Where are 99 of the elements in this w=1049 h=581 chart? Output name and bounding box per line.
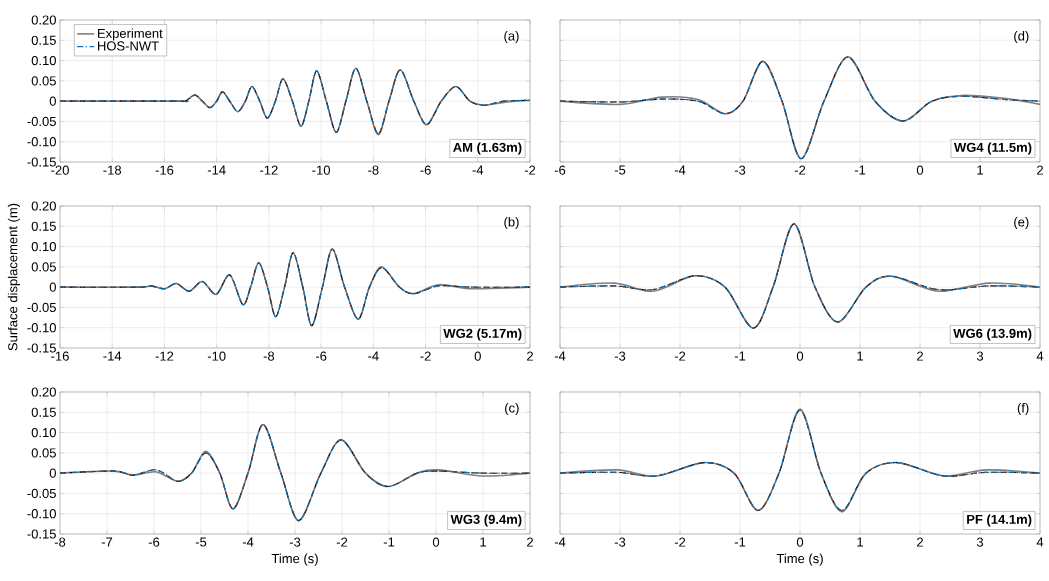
annotation: AM (1.63m) <box>453 142 522 155</box>
legend-label: Experiment <box>98 28 163 41</box>
legend-label: HOS-NWT <box>98 41 159 51</box>
y-tick-label: 0.15 <box>31 35 56 45</box>
y-tick-label: 0.20 <box>31 201 56 211</box>
x-tick-label: -4 <box>554 351 566 361</box>
x-tick-label: -1 <box>383 537 395 547</box>
x-tick-label: -12 <box>155 351 174 361</box>
y-tick-label: 0.10 <box>31 427 56 438</box>
annotation: PF (14.1m) <box>967 514 1032 527</box>
y-tick-label: 0.20 <box>31 387 56 397</box>
y-tick-label: 0 <box>49 96 56 106</box>
x-tick-label: 2 <box>917 537 923 547</box>
x-tick-label: -6 <box>420 165 431 175</box>
annotation: (e) <box>1014 216 1029 230</box>
annotation: WG2 (5.17m) <box>443 328 522 341</box>
y-tick-label: 0.05 <box>31 76 56 86</box>
x-tick-label: 1 <box>480 537 486 547</box>
y-tick-label: -0.15 <box>27 529 56 539</box>
x-tick-label: -14 <box>103 351 122 361</box>
y-tick-label: 0.10 <box>31 241 56 252</box>
y-tick-label: 0 <box>49 468 56 478</box>
x-tick-label: -4 <box>368 351 379 361</box>
x-tick-label: -6 <box>315 351 327 361</box>
annotation: WG6 (13.9m) <box>953 328 1032 341</box>
x-axis-title: Time (s) <box>776 553 823 566</box>
x-tick-label: -1 <box>854 165 866 175</box>
annotation: (c) <box>505 402 519 416</box>
x-tick-label: -14 <box>207 165 226 175</box>
x-tick-label: -4 <box>554 537 566 547</box>
y-tick-label: -0.10 <box>27 509 56 519</box>
x-tick-label: -16 <box>155 165 174 175</box>
x-tick-label: -2 <box>674 351 686 361</box>
x-tick-label: -5 <box>195 537 207 547</box>
annotation: WG4 (11.5m) <box>954 142 1032 155</box>
annotation: (b) <box>504 216 519 230</box>
y-tick-label: 0.05 <box>31 262 56 272</box>
x-tick-label: 0 <box>796 537 804 547</box>
y-tick-label: 0.20 <box>31 15 56 25</box>
x-tick-label: -4 <box>472 165 484 175</box>
x-axis-title: Time (s) <box>271 553 318 566</box>
x-tick-label: 0 <box>432 537 440 547</box>
x-tick-label: -2 <box>420 351 431 361</box>
x-tick-label: 4 <box>1036 351 1044 361</box>
x-tick-label: 1 <box>857 537 863 547</box>
annotation: (d) <box>1014 30 1029 44</box>
x-tick-label: 2 <box>917 351 923 361</box>
annotation: (a) <box>504 30 519 44</box>
y-tick-label: 0 <box>49 282 56 292</box>
x-tick-label: -20 <box>51 165 69 175</box>
x-tick-label: 0 <box>916 165 924 175</box>
x-tick-label: -2 <box>674 537 686 547</box>
x-tick-label: 3 <box>976 351 984 361</box>
x-tick-label: -18 <box>103 165 122 175</box>
x-tick-label: -3 <box>614 537 626 547</box>
y-tick-label: 0.10 <box>31 55 56 66</box>
x-tick-label: -3 <box>614 351 626 361</box>
y-tick-label: -0.10 <box>27 137 56 147</box>
x-tick-label: 2 <box>527 351 533 361</box>
x-tick-label: -8 <box>368 165 379 175</box>
y-tick-label: 0.05 <box>31 448 56 458</box>
x-tick-label: -16 <box>51 351 69 361</box>
y-axis-title: Surface displacement (m) <box>7 203 20 351</box>
x-tick-label: -3 <box>734 165 746 175</box>
x-tick-label: -4 <box>242 537 254 547</box>
x-tick-label: 2 <box>527 537 533 547</box>
x-tick-label: -8 <box>54 537 66 547</box>
y-tick-label: -0.15 <box>27 343 56 353</box>
x-tick-label: -1 <box>734 351 746 361</box>
y-tick-label: 0.15 <box>31 407 56 417</box>
x-tick-label: 4 <box>1036 537 1044 547</box>
x-tick-label: -7 <box>101 537 113 547</box>
x-tick-label: -8 <box>263 351 275 361</box>
x-tick-label: -3 <box>289 537 301 547</box>
y-tick-label: -0.05 <box>27 116 56 127</box>
y-tick-label: -0.05 <box>27 302 56 313</box>
x-tick-label: -6 <box>554 165 566 175</box>
x-tick-label: 0 <box>796 351 804 361</box>
y-tick-label: -0.15 <box>27 157 56 167</box>
x-tick-label: -2 <box>336 537 348 547</box>
x-tick-label: -2 <box>794 165 806 175</box>
x-tick-label: -10 <box>312 165 330 175</box>
x-tick-label: -5 <box>614 165 626 175</box>
x-tick-label: -2 <box>524 165 536 175</box>
x-tick-label: 3 <box>976 537 984 547</box>
x-tick-label: -4 <box>674 165 686 175</box>
x-tick-label: -1 <box>734 537 746 547</box>
x-tick-label: -12 <box>260 165 278 175</box>
x-tick-label: 2 <box>1037 165 1043 175</box>
y-tick-label: -0.05 <box>27 488 56 499</box>
x-tick-label: 0 <box>474 351 481 361</box>
x-tick-label: 1 <box>977 165 983 175</box>
y-tick-label: 0.15 <box>31 221 56 231</box>
x-tick-label: -10 <box>207 351 226 361</box>
annotation: (f) <box>1017 402 1029 416</box>
x-tick-label: 1 <box>857 351 863 361</box>
x-tick-label: -6 <box>148 537 160 547</box>
y-tick-label: -0.10 <box>27 323 56 333</box>
annotation: WG3 (9.4m) <box>450 514 522 527</box>
